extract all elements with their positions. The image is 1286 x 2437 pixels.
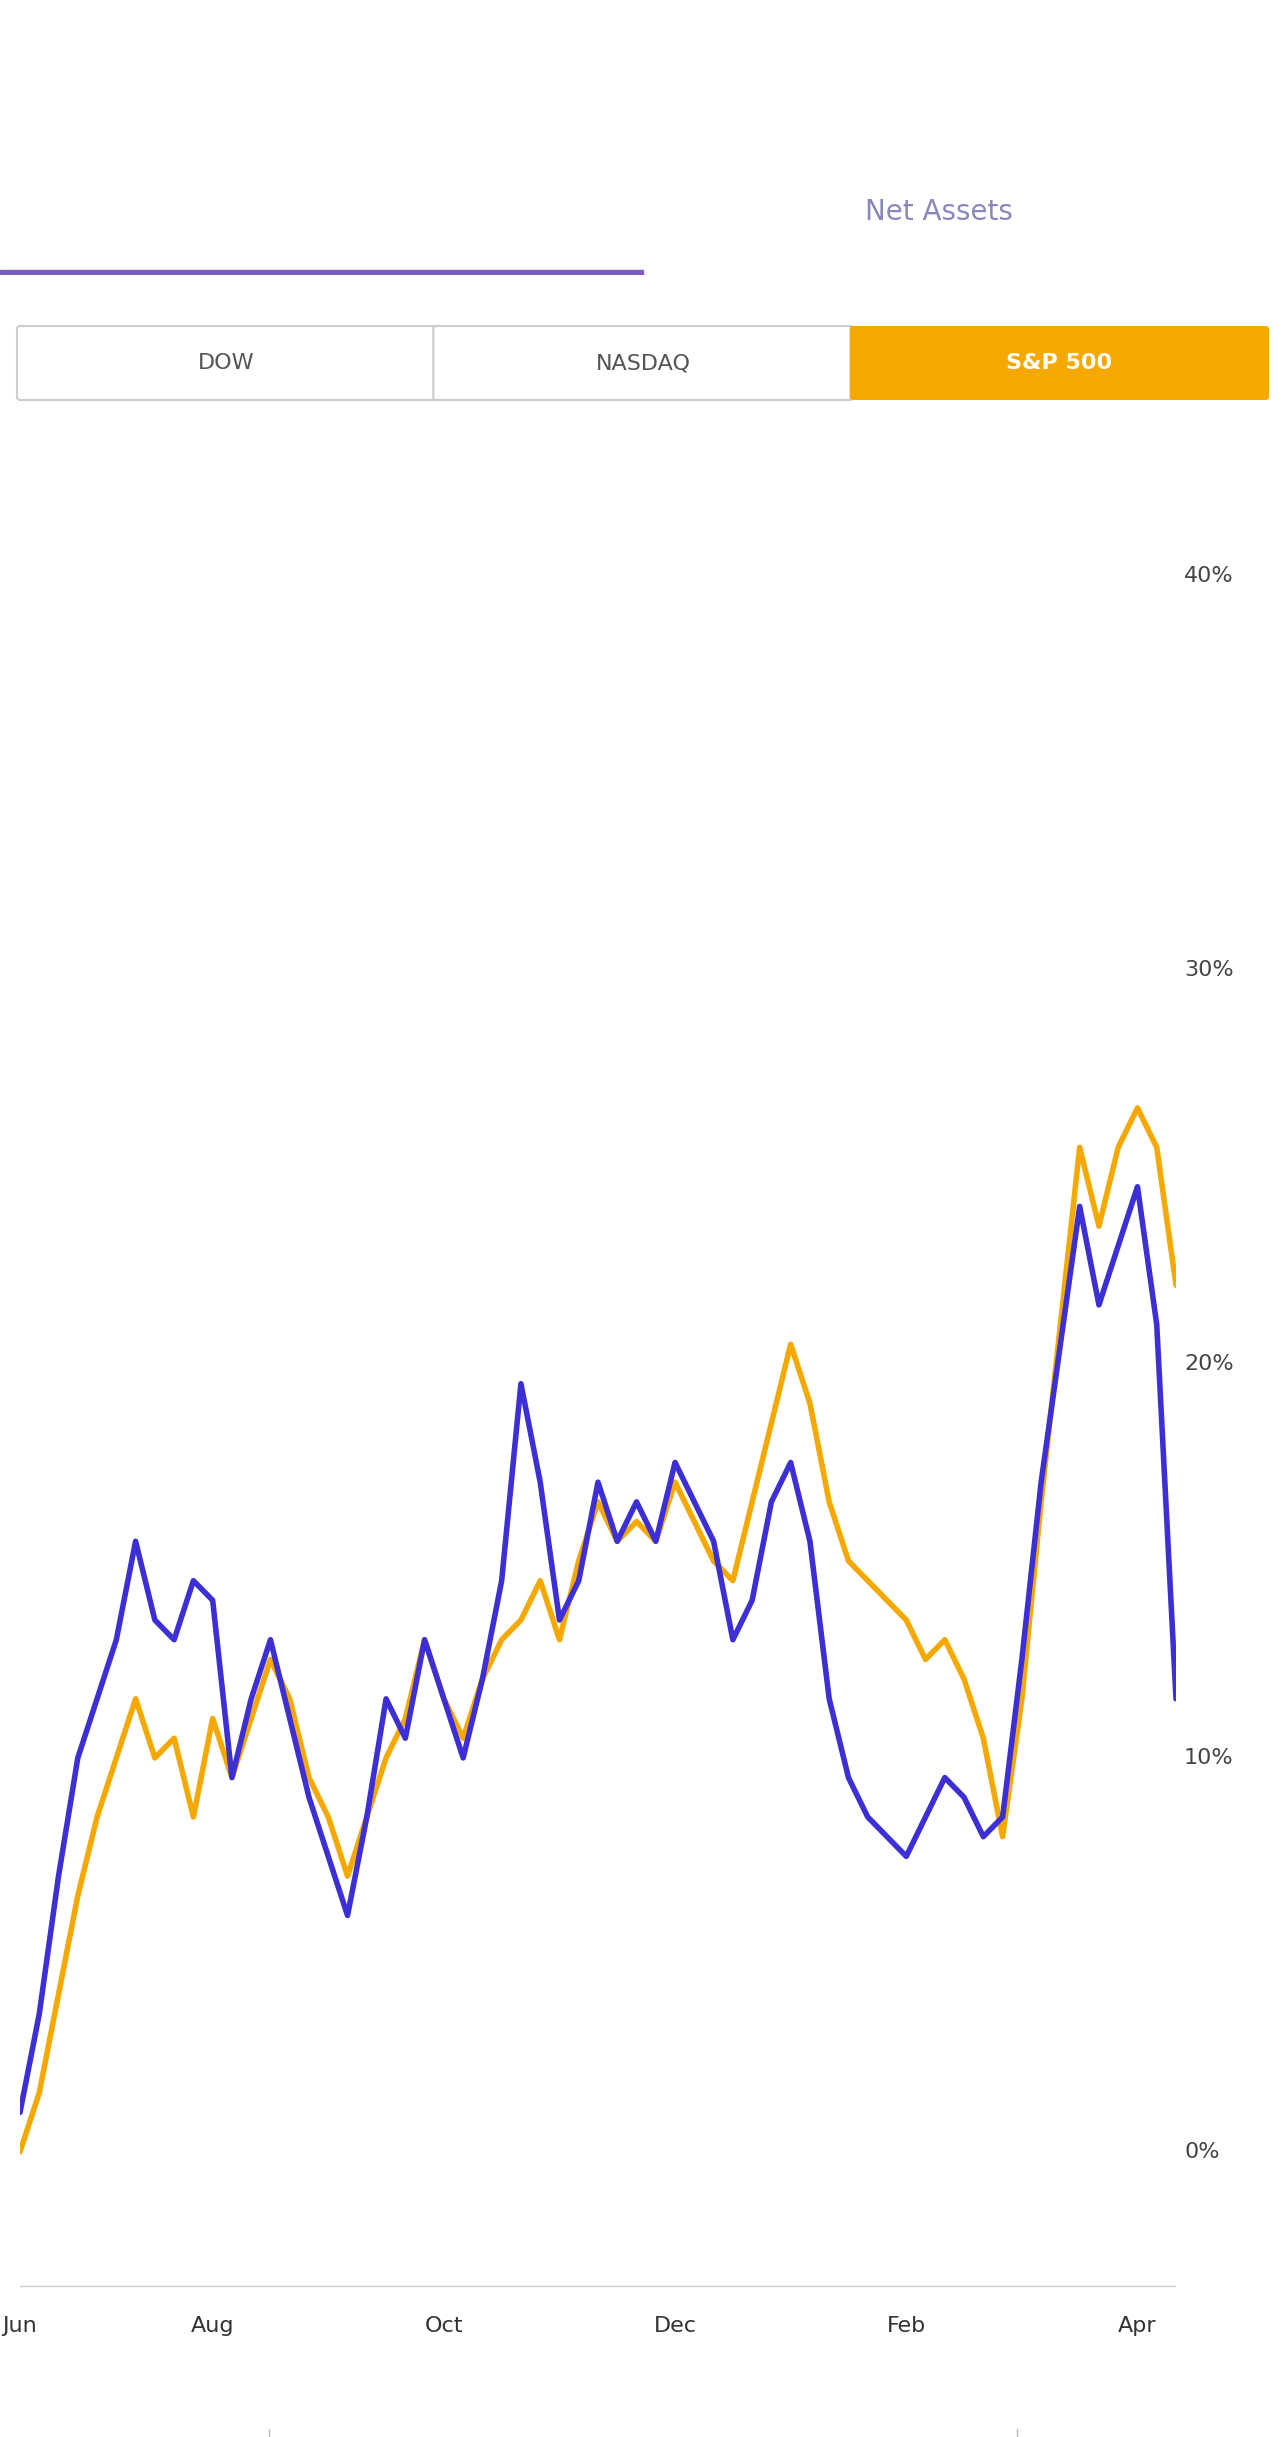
Text: ←: ← xyxy=(36,66,73,110)
Text: S&P 500: S&P 500 xyxy=(1006,353,1112,373)
Text: 30%: 30% xyxy=(1184,960,1233,980)
FancyBboxPatch shape xyxy=(17,327,436,400)
Text: Performance: Performance xyxy=(247,197,448,227)
Text: Net Assets: Net Assets xyxy=(865,197,1012,227)
Text: NASDAQ: NASDAQ xyxy=(595,353,691,373)
Text: Performance & Value: Performance & Value xyxy=(428,71,858,105)
Text: Aug: Aug xyxy=(190,2315,234,2335)
Bar xyxy=(0,271,643,275)
Text: 0%: 0% xyxy=(1184,2142,1219,2162)
Text: Feb: Feb xyxy=(886,2315,926,2335)
Text: Dec: Dec xyxy=(653,2315,697,2335)
Text: 10%: 10% xyxy=(1184,1747,1233,1767)
FancyBboxPatch shape xyxy=(433,327,853,400)
Text: Apr: Apr xyxy=(1118,2315,1157,2335)
Text: Oct: Oct xyxy=(424,2315,463,2335)
Text: Jun: Jun xyxy=(3,2315,37,2335)
FancyBboxPatch shape xyxy=(518,2415,768,2437)
Text: DOW: DOW xyxy=(198,353,255,373)
Text: 40%: 40% xyxy=(1184,565,1233,587)
Text: 20%: 20% xyxy=(1184,1355,1233,1374)
FancyBboxPatch shape xyxy=(850,327,1269,400)
